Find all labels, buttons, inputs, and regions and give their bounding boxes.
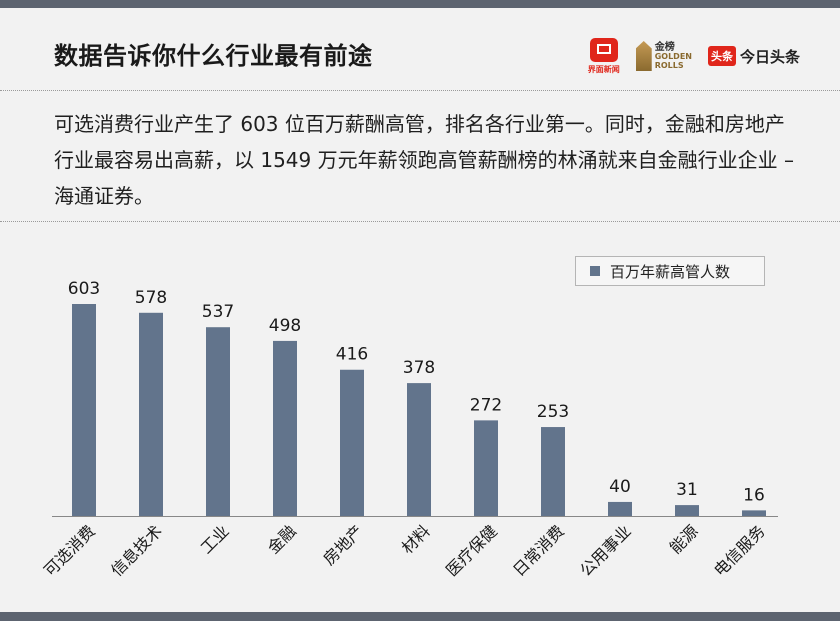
bottom-accent-bar xyxy=(0,612,840,621)
legend-label: 百万年薪高管人数 xyxy=(610,262,731,281)
category-label-10: 电信服务 xyxy=(710,521,769,580)
chart-legend: 百万年薪高管人数 xyxy=(575,256,765,286)
data-label-8: 40 xyxy=(609,477,631,497)
top-accent-bar xyxy=(0,0,840,8)
data-label-0: 603 xyxy=(68,279,100,299)
toutiao-logo: 头条 今日头条 xyxy=(707,46,800,67)
bar-3 xyxy=(273,340,297,516)
description-text: 可选消费行业产生了 603 位百万薪酬高管，排名各行业第一。同时，金融和房地产行… xyxy=(54,112,794,208)
jiemian-logo: 界面新闻 xyxy=(587,37,620,75)
toutiao-name: 今日头条 xyxy=(739,47,800,66)
category-label-4: 房地产 xyxy=(319,521,366,568)
data-label-9: 31 xyxy=(676,480,698,500)
category-label-6: 医疗保健 xyxy=(442,521,501,580)
data-label-1: 578 xyxy=(135,288,167,308)
data-label-4: 416 xyxy=(336,345,368,365)
bar-1 xyxy=(139,312,163,516)
bar-0 xyxy=(72,304,96,516)
bar-6 xyxy=(474,420,498,516)
data-label-10: 16 xyxy=(743,485,765,505)
divider-middle xyxy=(0,221,840,222)
golden-rolls-en2: ROLLS xyxy=(654,60,684,70)
data-label-3: 498 xyxy=(269,316,301,336)
data-label-5: 378 xyxy=(403,358,435,378)
category-label-3: 金融 xyxy=(264,521,300,557)
bar-4 xyxy=(340,369,364,516)
data-label-6: 272 xyxy=(470,395,502,415)
golden-rolls-logo: 金榜 GOLDEN ROLLS xyxy=(635,41,692,71)
logo-group: 界面新闻 金榜 GOLDEN ROLLS 头条 今日头条 xyxy=(588,36,800,76)
bar-7 xyxy=(541,427,565,516)
golden-rolls-en1: GOLDEN xyxy=(654,51,692,61)
bar-5 xyxy=(407,383,431,516)
category-label-0: 可选消费 xyxy=(40,521,99,580)
category-label-8: 公用事业 xyxy=(576,521,635,580)
golden-rolls-cn: 金榜 xyxy=(654,41,675,53)
jiemian-logo-icon xyxy=(589,37,618,62)
data-label-2: 537 xyxy=(202,302,234,322)
bar-8 xyxy=(608,501,632,516)
bar-chart: 603 可选消费 578 信息技术 537 工业 498 金融 416 房地产 378 材料 272 医疗… xyxy=(40,279,778,580)
toutiao-badge: 头条 xyxy=(707,46,736,66)
category-label-9: 能源 xyxy=(666,521,702,557)
category-label-2: 工业 xyxy=(197,521,233,557)
page-title: 数据告诉你什么行业最有前途 xyxy=(54,42,373,70)
data-label-7: 253 xyxy=(537,402,569,422)
bar-9 xyxy=(675,505,699,516)
divider-top xyxy=(0,90,840,91)
category-label-7: 日常消费 xyxy=(509,521,568,580)
category-label-5: 材料 xyxy=(398,521,434,557)
jiemian-logo-text: 界面新闻 xyxy=(587,64,620,74)
category-label-1: 信息技术 xyxy=(107,521,166,580)
legend-swatch xyxy=(590,266,600,276)
golden-rolls-logo-icon xyxy=(635,41,652,71)
bar-2 xyxy=(206,327,230,516)
bar-10 xyxy=(742,510,766,516)
